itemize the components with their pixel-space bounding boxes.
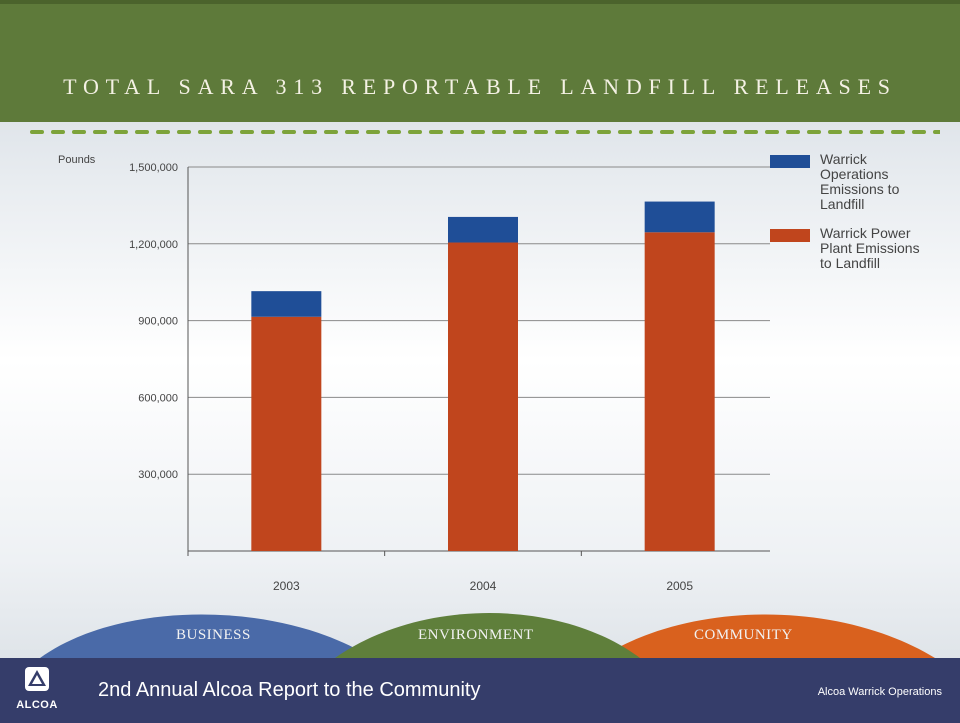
dash-segment (93, 130, 107, 134)
dash-segment (534, 130, 548, 134)
dash-segment (912, 130, 926, 134)
y-tick-label: 900,000 (138, 316, 178, 328)
blue-swatch-icon (770, 155, 810, 168)
x-tick-labels: 2003 2004 2005 (273, 579, 693, 593)
bar-operations-2004 (448, 216, 518, 243)
alcoa-logo-icon (25, 667, 49, 691)
bar-power-plant-2005 (644, 232, 715, 551)
chart-legend: Warrick Operations Emissions to Landfill… (770, 152, 950, 285)
business-label: BUSINESS (176, 627, 251, 643)
dash-segment (282, 130, 296, 134)
dash-divider (30, 130, 940, 134)
dash-segment (135, 130, 149, 134)
dash-segment (576, 130, 590, 134)
y-tick-label: 1,200,000 (129, 239, 178, 251)
dash-segment (891, 130, 905, 134)
environment-label: ENVIRONMENT (418, 627, 534, 643)
y-tick-label: 300,000 (138, 469, 178, 481)
dash-segment (240, 130, 254, 134)
dash-segment (387, 130, 401, 134)
operations-label: Alcoa Warrick Operations (817, 686, 942, 698)
dash-segment (849, 130, 863, 134)
dash-segment (870, 130, 884, 134)
legend-label-operations: Warrick Operations Emissions to Landfill (820, 151, 900, 212)
y-unit-label: Pounds (58, 154, 96, 166)
dash-segment (429, 130, 443, 134)
dash-segment (744, 130, 758, 134)
dash-segment (618, 130, 632, 134)
y-tick-labels: 300,000 600,000 900,000 1,200,000 1,500,000 (129, 162, 178, 481)
y-tick-label: 600,000 (138, 392, 178, 404)
dash-segment (933, 130, 940, 134)
legend-item-operations: Warrick Operations Emissions to Landfill (770, 152, 950, 212)
dash-segment (723, 130, 737, 134)
alcoa-logo: ALCOA (14, 666, 60, 711)
dash-segment (660, 130, 674, 134)
dash-segment (51, 130, 65, 134)
page-title: TOTAL SARA 313 REPORTABLE LANDFILL RELEA… (63, 74, 897, 99)
report-title: 2nd Annual Alcoa Report to the Community (98, 679, 481, 701)
dash-segment (219, 130, 233, 134)
bar-power-plant-2004 (448, 242, 518, 551)
x-tick-label: 2004 (470, 579, 497, 593)
legend-label-power-plant: Warrick Power Plant Emissions to Landfil… (820, 225, 920, 271)
dash-segment (786, 130, 800, 134)
dash-segment (156, 130, 170, 134)
dash-segment (681, 130, 695, 134)
bar-operations-2005 (644, 201, 715, 233)
bar-chart: Pounds 300,000 600,000 900,000 1,200,000 1,5… (58, 154, 770, 593)
dash-segment (702, 130, 716, 134)
dash-segment (807, 130, 821, 134)
x-tick-label: 2005 (666, 579, 693, 593)
dash-segment (324, 130, 338, 134)
dash-segment (177, 130, 191, 134)
legend-item-power-plant: Warrick Power Plant Emissions to Landfil… (770, 226, 950, 271)
dash-segment (345, 130, 359, 134)
community-label: COMMUNITY (694, 627, 793, 643)
environment-hill (335, 613, 640, 658)
dash-segment (450, 130, 464, 134)
dash-segment (639, 130, 653, 134)
dash-segment (408, 130, 422, 134)
bar-power-plant-2003 (251, 316, 322, 551)
pillar-hills (40, 613, 935, 658)
business-hill (40, 614, 372, 658)
bar-operations-2003 (251, 291, 322, 317)
dash-segment (555, 130, 569, 134)
community-hill (600, 614, 935, 658)
dash-segment (765, 130, 779, 134)
y-tick-label: 1,500,000 (129, 162, 178, 174)
dash-segment (114, 130, 128, 134)
orange-swatch-icon (770, 229, 810, 242)
logo-wordmark: ALCOA (16, 699, 58, 711)
footer-bar: ALCOA 2nd Annual Alcoa Report to the Com… (0, 658, 960, 723)
dash-segment (828, 130, 842, 134)
bars (251, 201, 715, 551)
dash-segment (471, 130, 485, 134)
x-tick-label: 2003 (273, 579, 300, 593)
dash-segment (513, 130, 527, 134)
dash-segment (597, 130, 611, 134)
dash-segment (72, 130, 86, 134)
dash-segment (261, 130, 275, 134)
dash-segment (198, 130, 212, 134)
dash-segment (303, 130, 317, 134)
dash-segment (30, 130, 44, 134)
dash-segment (366, 130, 380, 134)
dash-segment (492, 130, 506, 134)
header-banner: TOTAL SARA 313 REPORTABLE LANDFILL RELEA… (0, 0, 960, 122)
